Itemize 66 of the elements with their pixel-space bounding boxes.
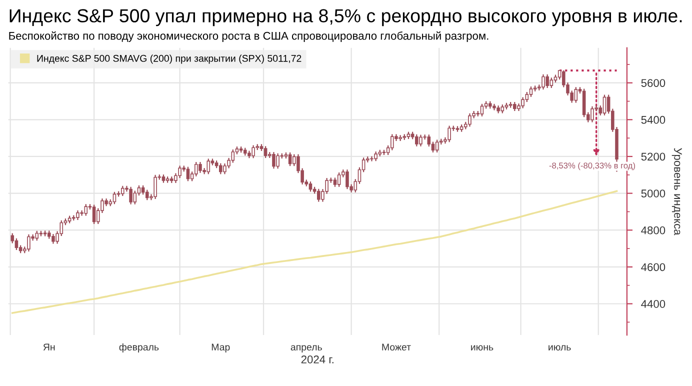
candlestick <box>219 163 222 174</box>
x-tick-label: февраль <box>119 343 159 352</box>
y-tick-label: 5600 <box>641 79 666 87</box>
legend-label: Индекс S&P 500 SMAVG (200) при закрытии (SPX) 5011,72 <box>37 54 302 64</box>
candlestick <box>206 158 210 174</box>
y-tick-label: 5400 <box>641 116 666 124</box>
candlestick <box>145 190 149 200</box>
candlestick <box>264 146 268 158</box>
x-tick-label: Может <box>382 344 411 351</box>
candlestick <box>14 238 18 250</box>
x-tick-label: июль <box>548 345 571 351</box>
candlestick <box>112 192 116 204</box>
candlestick <box>276 153 280 169</box>
candlestick <box>317 188 320 202</box>
candlestick <box>288 152 292 166</box>
x-axis-title: 2024 г. <box>301 356 334 364</box>
annotation: -8,53% (-80,33% в год) <box>549 162 635 170</box>
candlestick <box>194 162 198 176</box>
candlestick <box>223 163 226 174</box>
candlestick <box>390 134 394 150</box>
candlestick <box>602 94 606 116</box>
candlestick <box>419 134 422 146</box>
candlestick <box>84 204 88 216</box>
candlestick <box>120 186 124 196</box>
candlestick <box>252 145 255 158</box>
candlestick <box>129 186 132 204</box>
candlestick <box>480 104 484 116</box>
chart-title: Индекс S&P 500 упал примерно на 8,5% с рекордно высокого уровня в июле. <box>10 9 682 26</box>
candlestick <box>590 106 594 122</box>
candlestick <box>521 97 524 108</box>
candlestick <box>435 140 439 152</box>
candlestick <box>542 74 545 90</box>
candlestick <box>308 182 312 192</box>
candlestick <box>546 74 549 88</box>
candlestick <box>337 172 341 187</box>
line-series <box>11 190 618 314</box>
candlestick <box>198 162 202 173</box>
candlestick <box>231 149 235 163</box>
candlestick <box>133 190 137 204</box>
candlestick <box>370 156 374 162</box>
candlestick <box>492 104 496 110</box>
y-axis-title: Уровень индекса <box>672 148 682 236</box>
candlestick <box>468 113 472 127</box>
candlestick <box>272 152 276 169</box>
candlestick <box>529 86 533 97</box>
y-tick-label: 4600 <box>641 263 666 272</box>
candlestick <box>582 88 586 118</box>
candlestick <box>27 234 30 252</box>
y-tick-label: 4800 <box>641 226 666 234</box>
candlestick <box>346 170 349 190</box>
x-tick-label: июнь <box>471 345 494 351</box>
chart-subtitle: Беспокойство по поводу экономического роста в США спровоцировало глобальный разгром. <box>9 31 488 42</box>
candlestick <box>574 87 578 103</box>
candlestick <box>427 134 431 147</box>
x-tick-label: Мар <box>212 344 230 352</box>
x-tick-label: Ян <box>43 344 55 350</box>
candlestick <box>154 174 157 200</box>
candlestick <box>550 78 554 88</box>
x-tick-label: апрель <box>290 345 322 352</box>
candlestick <box>186 166 190 182</box>
candlestick <box>92 204 96 224</box>
candlestick <box>415 134 418 146</box>
y-tick-label: 5200 <box>641 152 666 161</box>
y-tick-label: 5000 <box>641 190 666 198</box>
y-tick-label: 4400 <box>641 300 666 308</box>
candlestick <box>448 126 451 142</box>
